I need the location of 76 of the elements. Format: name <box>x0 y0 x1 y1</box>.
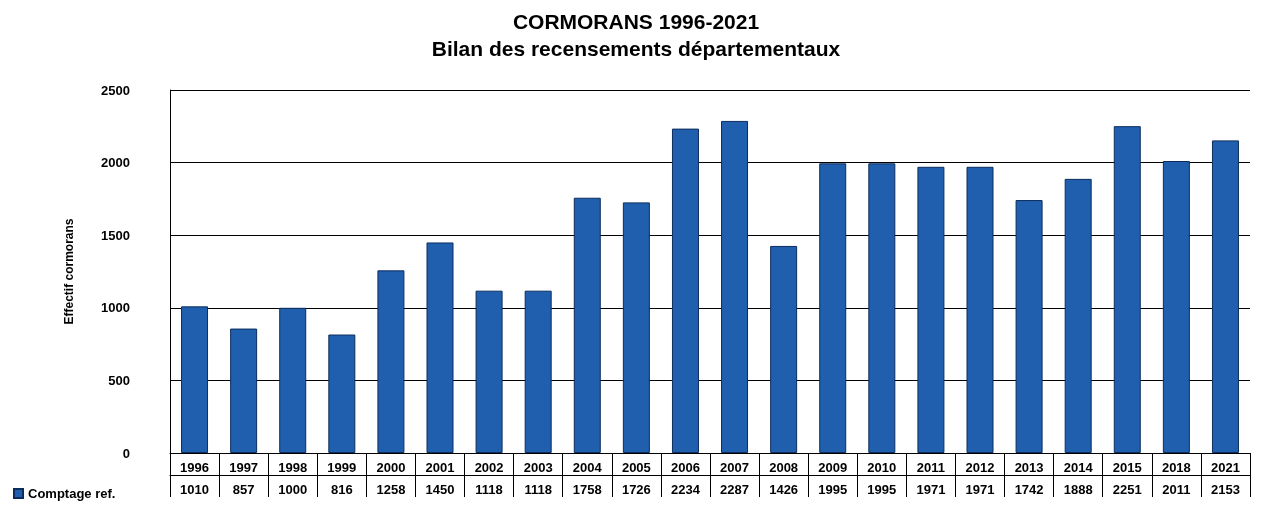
x-tick-label: 2007 <box>720 460 750 475</box>
x-tick-label: 2009 <box>818 460 848 475</box>
x-tick-label: 1997 <box>229 460 259 475</box>
x-tick-label: 2006 <box>670 460 700 475</box>
bar <box>770 245 798 453</box>
data-label: 2287 <box>720 482 750 497</box>
bar <box>1113 126 1141 453</box>
x-tick-label: 2001 <box>425 460 455 475</box>
data-label: 1118 <box>475 482 503 497</box>
bar <box>573 197 601 453</box>
data-label: 1742 <box>1014 482 1044 497</box>
data-label: 1995 <box>867 482 897 497</box>
data-label: 2251 <box>1112 482 1142 497</box>
bar <box>868 163 896 453</box>
x-tick-label: 2014 <box>1063 460 1094 475</box>
bar <box>230 328 258 453</box>
data-label: 1010 <box>180 482 210 497</box>
data-label: 1000 <box>278 482 308 497</box>
y-tick-label: 2500 <box>101 82 130 98</box>
bar <box>1064 178 1092 453</box>
y-axis-title: Effectif cormorans <box>62 218 76 325</box>
data-label: 1450 <box>425 482 455 497</box>
y-tick-label: 1000 <box>101 300 130 316</box>
bar <box>1211 140 1239 453</box>
data-label: 857 <box>232 482 255 497</box>
x-tick-label: 2000 <box>376 460 406 475</box>
x-tick-label: 2015 <box>1112 460 1142 475</box>
x-tick-label: 2008 <box>769 460 799 475</box>
bar <box>1162 161 1190 453</box>
bar <box>622 202 650 453</box>
bar <box>377 270 405 453</box>
x-tick-label: 2003 <box>523 460 553 475</box>
data-label: 1971 <box>916 482 946 497</box>
bar <box>426 242 454 453</box>
y-tick-label: 1500 <box>101 227 130 243</box>
data-label: 1258 <box>376 482 406 497</box>
x-tick-label: 2018 <box>1161 460 1191 475</box>
x-tick-label: 2021 <box>1210 460 1240 475</box>
x-tick-label: 1996 <box>180 460 210 475</box>
data-label: 1426 <box>769 482 799 497</box>
y-tick-label: 2000 <box>101 155 130 171</box>
bar <box>279 307 307 453</box>
data-label: 1118 <box>524 482 552 497</box>
legend-label: Comptage ref. <box>28 486 116 501</box>
x-tick-label: 1998 <box>278 460 308 475</box>
x-tick-label: 2004 <box>572 460 603 475</box>
data-label: 2153 <box>1210 482 1240 497</box>
chart-title: CORMORANS 1996-2021 <box>512 10 760 33</box>
bar <box>819 163 847 453</box>
y-tick-label: 0 <box>122 445 130 461</box>
bar <box>328 334 356 453</box>
data-label: 1971 <box>965 482 995 497</box>
data-label: 1758 <box>572 482 602 497</box>
x-tick-label: 2012 <box>965 460 995 475</box>
data-label: 816 <box>330 482 353 497</box>
bar <box>475 290 503 453</box>
x-tick-label: 1999 <box>327 460 357 475</box>
chart-subtitle: Bilan des recensements départementaux <box>431 37 841 60</box>
bar <box>721 120 749 453</box>
bar <box>524 290 552 453</box>
x-tick-label: 2005 <box>621 460 651 475</box>
data-label: 2011 <box>1162 482 1191 497</box>
bar <box>966 166 994 453</box>
x-tick-label: 2013 <box>1014 460 1044 475</box>
y-tick-label: 500 <box>108 372 130 388</box>
data-label: 1995 <box>818 482 848 497</box>
x-tick-label: 2002 <box>474 460 504 475</box>
bar <box>917 166 945 453</box>
data-label: 2234 <box>670 482 701 497</box>
x-tick-label: 2011 <box>916 460 946 475</box>
data-label: 1888 <box>1063 482 1093 497</box>
bar <box>671 128 699 453</box>
bar <box>181 306 209 453</box>
x-tick-label: 2010 <box>867 460 897 475</box>
bar <box>1015 200 1043 453</box>
data-label: 1726 <box>621 482 651 497</box>
